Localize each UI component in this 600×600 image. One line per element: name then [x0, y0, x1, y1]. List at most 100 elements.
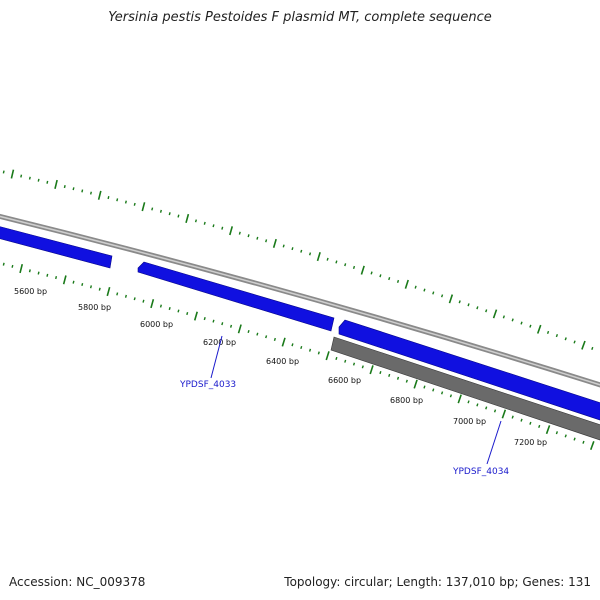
major-tick — [19, 264, 24, 274]
major-tick — [448, 294, 454, 304]
minor-tick — [370, 271, 373, 275]
minor-tick — [291, 343, 294, 347]
minor-tick — [396, 279, 400, 283]
major-tick — [413, 379, 418, 389]
major-tick — [501, 409, 507, 419]
minor-tick — [335, 356, 338, 361]
major-tick — [97, 190, 102, 200]
minor-tick — [573, 340, 576, 344]
gene-label-ypdsf-4034[interactable]: YPDSF_4034 — [452, 467, 509, 477]
minor-tick — [168, 212, 171, 216]
minor-tick — [151, 207, 154, 211]
major-tick — [404, 279, 409, 289]
major-tick — [229, 226, 234, 236]
minor-tick — [308, 348, 312, 352]
minor-tick — [300, 345, 303, 350]
minor-tick — [467, 303, 470, 307]
minor-tick — [282, 244, 285, 248]
minor-tick — [247, 329, 250, 334]
accession-text: Accession: NC_009378 — [9, 575, 146, 589]
minor-tick — [396, 376, 400, 380]
minor-tick — [555, 431, 559, 435]
minor-tick — [432, 388, 435, 392]
minor-tick — [388, 373, 391, 377]
minor-tick — [72, 187, 75, 191]
minor-tick — [11, 264, 14, 268]
minor-tick — [326, 257, 329, 261]
gene-callouts: YPDSF_4033 YPDSF_4034 — [179, 335, 509, 477]
minor-tick — [20, 174, 23, 178]
major-tick — [360, 265, 365, 275]
minor-tick — [221, 322, 224, 326]
minor-tick — [212, 224, 215, 228]
reverse-genes — [330, 336, 600, 441]
minor-tick — [476, 306, 479, 310]
minor-tick — [493, 409, 497, 413]
gene-label-ypdsf-4033[interactable]: YPDSF_4033 — [179, 380, 236, 390]
minor-tick — [124, 200, 127, 204]
gene-forward-3[interactable] — [338, 319, 600, 421]
minor-tick — [414, 285, 417, 289]
minor-tick — [555, 334, 559, 338]
minor-tick — [186, 311, 189, 316]
callout-line — [210, 335, 223, 379]
minor-tick — [520, 321, 523, 325]
minor-tick — [573, 437, 576, 441]
major-tick — [141, 202, 146, 212]
minor-tick — [511, 318, 514, 322]
major-tick — [536, 324, 542, 334]
gene-forward-1[interactable] — [0, 224, 113, 269]
major-tick — [62, 275, 67, 285]
minor-tick — [116, 292, 119, 296]
minor-tick — [344, 263, 347, 267]
minor-tick — [168, 306, 171, 311]
minor-tick — [529, 324, 532, 328]
minor-tick — [379, 274, 382, 278]
major-tick — [325, 351, 330, 361]
gene-forward-2[interactable] — [137, 261, 335, 332]
minor-tick — [432, 291, 435, 295]
minor-tick — [476, 403, 479, 407]
minor-tick — [247, 234, 250, 238]
minor-tick — [159, 209, 162, 213]
major-tick — [589, 441, 595, 451]
minor-tick — [335, 260, 338, 264]
minor-tick — [212, 319, 215, 323]
minor-tick — [256, 332, 259, 336]
minor-tick — [529, 421, 532, 425]
minor-tick — [582, 440, 585, 444]
minor-tick — [159, 304, 162, 308]
inner-tick-ring — [2, 262, 595, 451]
minor-tick — [485, 406, 488, 410]
major-tick — [150, 299, 155, 309]
minor-tick — [124, 294, 127, 298]
major-tick — [185, 213, 190, 223]
minor-tick — [46, 180, 49, 184]
major-tick — [10, 169, 15, 179]
major-tick — [272, 238, 277, 248]
minor-tick — [89, 191, 93, 195]
minor-tick — [177, 214, 180, 218]
minor-tick — [458, 300, 461, 304]
gene-reverse-1[interactable] — [330, 336, 600, 441]
minor-tick — [520, 418, 523, 422]
minor-tick — [511, 415, 514, 419]
scale-label: 6200 bp — [203, 338, 236, 347]
minor-tick — [142, 299, 145, 303]
minor-tick — [564, 337, 567, 341]
scale-label: 6400 bp — [266, 357, 299, 366]
minor-tick — [564, 434, 567, 438]
major-tick — [106, 286, 111, 297]
minor-tick — [72, 280, 75, 284]
topology-summary: Topology: circular; Length: 137,010 bp; … — [284, 575, 591, 589]
minor-tick — [55, 276, 58, 280]
minor-tick — [28, 269, 31, 273]
minor-tick — [308, 252, 312, 256]
minor-tick — [194, 219, 198, 223]
minor-tick — [229, 324, 233, 328]
minor-tick — [546, 330, 550, 335]
minor-tick — [89, 285, 93, 289]
outer-tick-ring — [2, 169, 594, 351]
scale-label: 6800 bp — [390, 396, 423, 405]
